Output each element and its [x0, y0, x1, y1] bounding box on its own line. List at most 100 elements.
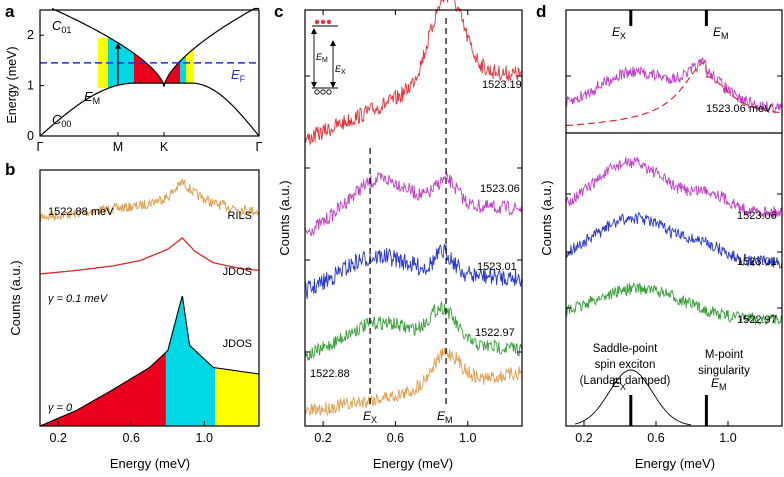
- xtick-label: Γ: [256, 140, 263, 154]
- panel-d-axes: 0.2 0.6 1.0: [566, 75, 782, 445]
- exciton-label-line1: Saddle-point: [593, 343, 658, 355]
- panel-a: 0 1 2 Γ M K Γ Energy (meV) C01 C00 EF EM: [5, 7, 263, 154]
- ex-label-d-top: EX: [612, 25, 626, 41]
- xtick-label: 0.6: [647, 431, 664, 445]
- ex-label-c: EX: [363, 409, 377, 425]
- panel-d-xlabel: Energy (meV): [635, 456, 715, 471]
- xtick-label: 0.6: [123, 431, 140, 445]
- trace-1523.06: [304, 171, 523, 237]
- panel-d-frame: [565, 9, 783, 427]
- trace-1523.06 meV: [565, 57, 783, 114]
- level-diagram-inset: EM EX: [311, 19, 346, 95]
- band-c00-line: [39, 82, 260, 137]
- ytick-label: 1: [27, 79, 34, 93]
- trace-1522.97: [565, 282, 783, 326]
- panel-a-frame: [39, 9, 260, 137]
- panel-label-d: d: [536, 2, 546, 21]
- xtick-label: Γ: [37, 140, 44, 154]
- xtick-label: 0.6: [387, 431, 404, 445]
- xtick-label: 0.2: [575, 431, 592, 445]
- panel-b-frame: [39, 169, 260, 427]
- band-fill: [98, 37, 108, 89]
- rils-energy-label: 1522.88 meV: [48, 206, 114, 218]
- trace-label-1523.06-c: 1523.06: [480, 183, 520, 195]
- singularity-label-line1: M-point: [705, 349, 744, 361]
- electron-dot: [320, 19, 326, 25]
- panel-c-ylabel: Counts (a.u.): [277, 180, 292, 255]
- exciton-label-line3: (Landau damped): [580, 375, 671, 387]
- xtick-label: 1.0: [196, 431, 213, 445]
- ex-label-d-bottom: EX: [612, 376, 626, 392]
- panel-label-c: c: [274, 2, 283, 21]
- trace-label-1523.06-d: 1523.06: [737, 210, 777, 222]
- trace-label-1523.01-d: 1523.01: [737, 256, 777, 268]
- jdos-label-1: JDOS: [223, 266, 252, 278]
- trace-1522.88: [304, 347, 522, 417]
- trace-1523.19: [304, 0, 523, 146]
- hole-dot: [326, 89, 332, 95]
- c00-label: C00: [52, 112, 71, 129]
- trace-label-1523.01-c: 1523.01: [477, 261, 517, 273]
- panel-c-xlabel: Energy (meV): [373, 456, 453, 471]
- band-fill: [164, 61, 180, 87]
- jdos-fill-region: [215, 367, 259, 426]
- trace-1523.01: [565, 212, 783, 269]
- panel-a-ylabel: Energy (meV): [5, 46, 19, 123]
- panel-label-a: a: [5, 2, 15, 21]
- panel-b-xlabel: Energy (meV): [110, 456, 190, 471]
- xtick-label: 1.0: [719, 431, 736, 445]
- electron-dot: [314, 19, 320, 25]
- c01-label: C01: [52, 18, 71, 35]
- em-label-d-top: EM: [713, 25, 729, 41]
- jdos-gamma01-line: [39, 237, 260, 275]
- panel-d-ylabel: Counts (a.u.): [539, 180, 554, 255]
- xtick-label: 0.2: [314, 431, 331, 445]
- trace-label-1523.06meV: 1523.06 meV: [706, 103, 772, 115]
- panel-d: 0.2 0.6 1.0 Counts (a.u.) Energy (meV) EX …: [539, 9, 783, 471]
- rils-line: [39, 177, 260, 222]
- singularity-label-line2: singularity: [698, 365, 750, 377]
- trace-1523.01: [304, 243, 523, 299]
- xtick-label: 0.2: [50, 431, 67, 445]
- panel-b-ylabel: Counts (a.u.): [8, 260, 23, 335]
- ytick-label: 2: [27, 28, 34, 42]
- em-label-a: EM: [84, 89, 100, 106]
- panel-d-traces: [565, 57, 783, 326]
- jdos-fill-region: [165, 296, 216, 426]
- em-label-d-bottom: EM: [711, 376, 727, 392]
- xtick-label: 1.0: [459, 431, 476, 445]
- gamma-0-label: γ = 0: [48, 402, 73, 414]
- band-c01-line: [51, 7, 259, 87]
- xtick-label: K: [160, 140, 169, 154]
- band-fill: [134, 53, 164, 87]
- gamma-01-label: γ = 0.1 meV: [48, 293, 109, 305]
- inset-ex-label: EX: [335, 64, 346, 76]
- jdos-fill-region: [40, 352, 166, 426]
- electron-dot: [326, 19, 332, 25]
- band-fill: [186, 48, 194, 84]
- panel-a-axes: 0 1 2 Γ M K Γ: [27, 28, 263, 154]
- jdos-fill-regions: [40, 296, 259, 426]
- panel-c: 0.2 0.6 1.0 Counts (a.u.) Energy (meV) EX …: [277, 0, 523, 471]
- panel-c-axes: 0.2 0.6 1.0: [305, 10, 522, 445]
- hole-dot: [320, 89, 326, 95]
- trace-1522.97: [304, 300, 523, 361]
- fit-dashed-line: [565, 61, 783, 127]
- rils-label: RILS: [228, 210, 252, 222]
- band-fill: [108, 37, 118, 89]
- jdos-gamma0-line: [39, 295, 260, 427]
- ytick-label: 0: [27, 129, 34, 143]
- panel-c-frame: [304, 9, 523, 427]
- panel-c-traces: [304, 0, 523, 417]
- inset-em-label: EM: [316, 52, 328, 64]
- panel-b-axes: 0.2 0.6 1.0: [50, 421, 213, 445]
- trace-label-1522.97-c: 1522.97: [475, 327, 515, 339]
- panel-c-markers: [369, 18, 447, 404]
- band-fill: [118, 42, 134, 86]
- xtick-label: M: [113, 140, 123, 154]
- panel-label-b: b: [5, 160, 15, 179]
- em-arrowhead: [115, 42, 121, 49]
- trace-label-1522.88-c: 1522.88: [310, 368, 350, 380]
- exciton-gaussian: [574, 369, 692, 426]
